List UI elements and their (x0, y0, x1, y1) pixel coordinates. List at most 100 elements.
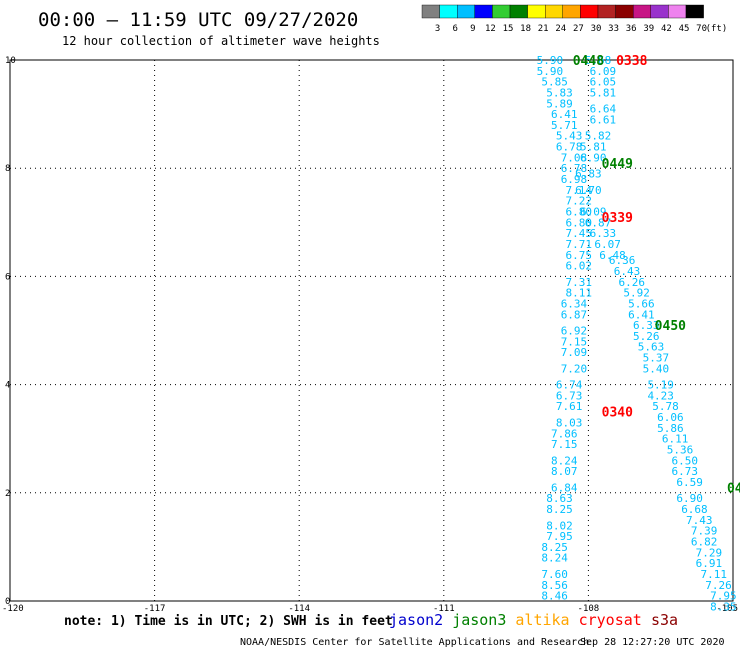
swh-value-label: 6.73 (672, 465, 699, 478)
x-tick-label: -117 (144, 604, 166, 614)
swh-value-label: 5.81 (580, 141, 607, 154)
swh-value-label: 6.87 (561, 308, 588, 321)
swh-value-label: 5.90 (537, 54, 564, 67)
swh-value-label: 5.92 (623, 287, 650, 300)
swh-value-label: 5.86 (657, 422, 684, 435)
legend-item-jason2: jason2 (389, 611, 443, 629)
swh-value-label: 5.83 (546, 86, 573, 99)
colorbar-label: 15 (503, 24, 514, 34)
colorbar-swatch (545, 4, 564, 19)
swh-value-label: 6.36 (609, 254, 636, 267)
swh-value-label: 8.24 (551, 454, 578, 467)
pass-time-label: 0448 (573, 54, 604, 69)
pass-time-label: 0340 (602, 406, 633, 421)
chart-subtitle: 12 hour collection of altimeter wave hei… (62, 34, 380, 48)
colorbar-swatch (562, 4, 581, 19)
swh-value-label: 6.68 (681, 503, 708, 516)
swh-value-label: 6.91 (696, 557, 723, 570)
plot-frame (9, 59, 734, 602)
swh-value-label: 6.98 (561, 173, 588, 186)
swh-value-label: 5.43 (556, 130, 583, 143)
chart-title: 00:00 – 11:59 UTC 09/27/2020 (38, 9, 358, 31)
swh-value-label: 7.20 (561, 362, 588, 375)
swh-value-label: 6.70 (575, 184, 602, 197)
swh-value-label: 6.83 (575, 168, 602, 181)
swh-value-label: 8.63 (546, 492, 573, 505)
colorbar-swatch (685, 4, 704, 19)
swh-value-label: 5.40 (643, 362, 670, 375)
colorbar-label: 6 (452, 24, 457, 34)
swh-value-label: 7.31 (566, 276, 593, 289)
swh-value-label: 8.25 (541, 541, 568, 554)
pass-time-label: 0451 (727, 481, 740, 496)
grid-lines (10, 60, 733, 601)
colorbar-swatch (650, 4, 669, 19)
swh-value-label: 8.11 (566, 287, 593, 300)
swh-value-label: 6.74 (556, 379, 583, 392)
colorbar-label: 39 (643, 24, 654, 34)
x-tick-label: -111 (433, 604, 455, 614)
swh-value-label: 6.41 (551, 108, 578, 121)
colorbar-swatch (421, 4, 440, 19)
colorbar-label: 42 (661, 24, 672, 34)
swh-value-label: 8.46 (541, 590, 568, 603)
swh-value-label: 5.19 (647, 379, 674, 392)
swh-value-label: 6.90 (580, 151, 607, 164)
swh-value-label: 5.71 (551, 119, 578, 132)
colorbar-label: 36 (626, 24, 637, 34)
swh-value-label: 5.90 (537, 65, 564, 78)
swh-value-label: 6.61 (590, 114, 617, 127)
y-tick-labels: 0 2 4 6 8 10 (5, 56, 16, 607)
y-tick-label: 8 (5, 164, 10, 174)
swh-value-label: 7.95 (710, 590, 737, 603)
swh-value-label: 7.14 (566, 184, 593, 197)
swh-value-label: 8.35 (710, 600, 737, 613)
swh-value-label: 5.85 (541, 76, 568, 89)
swh-value-label: 6.75 (566, 249, 593, 262)
swh-value-label: 7.86 (551, 427, 578, 440)
swh-value-label: 6.09 (590, 65, 617, 78)
x-tick-label: -114 (288, 604, 310, 614)
pass-time-label: 0339 (602, 211, 633, 226)
colorbar: 3 6 9 12 15 18 21 24 27 30 33 36 39 42 45 70(ft) (421, 4, 727, 34)
swh-value-label: 6.05 (590, 76, 617, 89)
footer-note: note: 1) Time is in UTC; 2) SWH is in fe… (64, 614, 393, 629)
colorbar-swatch (509, 4, 528, 19)
swh-value-label: 6.80 (566, 216, 593, 229)
swh-value-label: 8.25 (546, 503, 573, 516)
colorbar-swatch (527, 4, 546, 19)
swh-value-label: 5.78 (652, 400, 679, 413)
swh-value-label: 7.29 (696, 546, 723, 559)
swh-value-label: 6.48 (599, 249, 626, 262)
legend-item-s3a: s3a (651, 611, 678, 629)
swh-value-label: 6.34 (561, 297, 588, 310)
colorbar-swatch (492, 4, 511, 19)
pass-time-label: 0450 (655, 319, 686, 334)
colorbar-swatch (633, 4, 652, 19)
swh-value-label: 8.03 (556, 416, 583, 429)
pass-time-label: 0449 (602, 157, 633, 172)
colorbar-swatch (439, 4, 458, 19)
x-tick-label: -120 (2, 604, 24, 614)
swh-value-label: 5.37 (643, 352, 670, 365)
swh-value-label: 5.89 (546, 97, 573, 110)
x-tick-label: -108 (578, 604, 600, 614)
colorbar-label: 9 (470, 24, 475, 34)
swh-value-label: 6.78 (556, 141, 583, 154)
swh-value-label: 5.82 (585, 130, 612, 143)
swh-value-label: 6.26 (619, 276, 646, 289)
footer-timestamp: Sep 28 12:27:20 UTC 2020 (580, 637, 725, 648)
swh-value-label: 5.36 (667, 444, 694, 457)
swh-value-label: 5.68 (585, 54, 612, 67)
colorbar-label: 18 (520, 24, 531, 34)
y-tick-label: 0 (5, 597, 10, 607)
pass-time-label: 0338 (616, 54, 647, 69)
swh-value-label: 6.11 (662, 433, 689, 446)
swh-value-label: 7.61 (556, 400, 583, 413)
swh-value-label: 6.07 (594, 238, 621, 251)
colorbar-label: 24 (555, 24, 566, 34)
swh-value-label: 7.39 (691, 525, 718, 538)
swh-value-label: 6.80 (566, 205, 593, 218)
swh-value-label: 5.66 (628, 297, 655, 310)
